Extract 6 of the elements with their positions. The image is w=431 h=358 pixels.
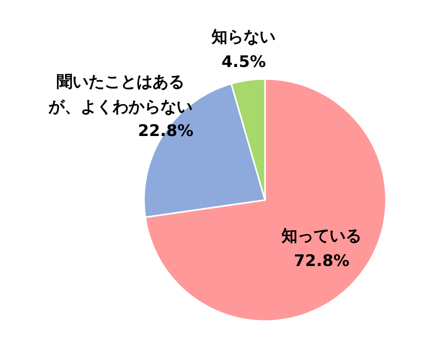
slice-label: 知っている xyxy=(280,225,363,248)
data-label: 72.8% xyxy=(292,250,350,272)
data-label: 22.8% xyxy=(136,120,194,142)
slice-label: 聞いたことはあるが、よくわからない xyxy=(48,70,194,118)
data-label: 4.5% xyxy=(222,52,266,72)
slice-label: 知らない xyxy=(210,26,277,48)
